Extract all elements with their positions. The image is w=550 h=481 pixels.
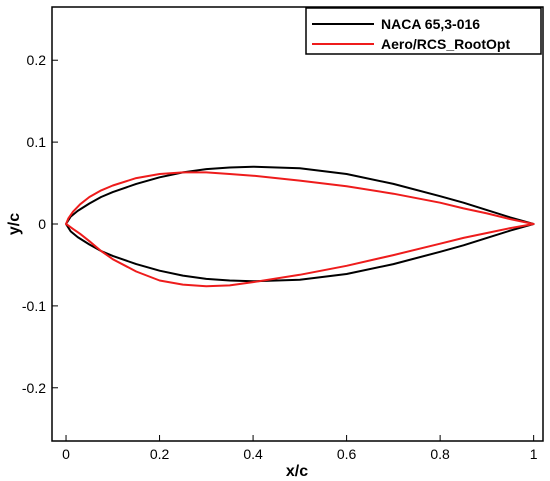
- series-line-0: [65, 165, 535, 283]
- plot-frame: [51, 6, 544, 442]
- y-tick-label: 0: [38, 216, 46, 232]
- x-tick-label: 0.2: [150, 446, 170, 462]
- x-tick-label: 0.6: [337, 446, 357, 462]
- y-tick-label: 0.1: [27, 134, 47, 150]
- series-line-1: [65, 171, 535, 288]
- x-tick-label: 0.4: [243, 446, 263, 462]
- x-tick-label: 0.8: [430, 446, 450, 462]
- y-tick-label: -0.2: [22, 380, 46, 396]
- x-axis-ticks: 0 0.2 0.4 0.6 0.8 1: [62, 435, 538, 462]
- legend-label-naca: NACA 65,3-016: [381, 16, 480, 32]
- x-axis-title: x/c: [286, 463, 308, 480]
- x-tick-label: 1: [530, 446, 538, 462]
- y-tick-label: -0.1: [22, 298, 46, 314]
- x-tick-label: 0: [62, 446, 70, 462]
- series-layer: [65, 165, 535, 288]
- legend-box: [305, 7, 542, 55]
- legend: NACA 65,3-016 Aero/RCS_RootOpt: [305, 7, 542, 55]
- legend-label-aero-rcs: Aero/RCS_RootOpt: [381, 36, 510, 52]
- y-axis-title: y/c: [6, 213, 23, 235]
- y-tick-label: 0.2: [27, 52, 47, 68]
- y-axis-ticks: -0.2 -0.1 0 0.1 0.2: [22, 52, 58, 396]
